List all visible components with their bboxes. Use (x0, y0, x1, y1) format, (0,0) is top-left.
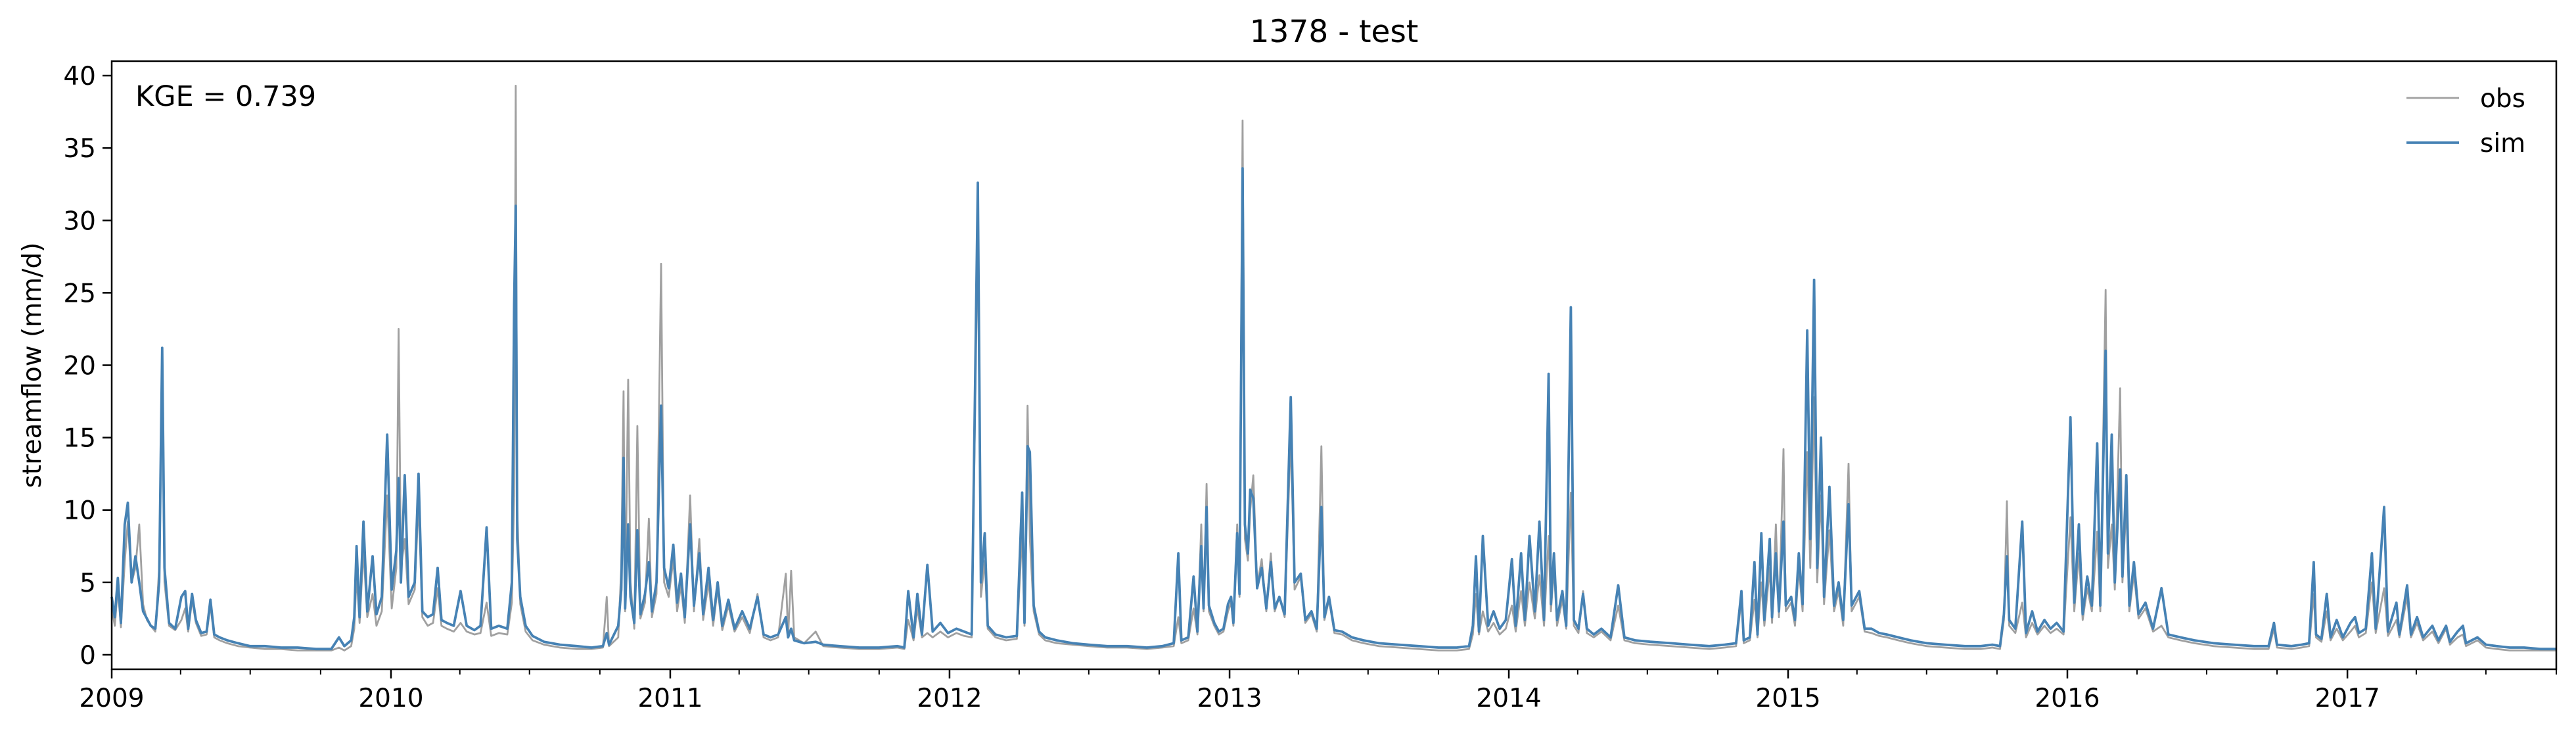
y-tick-label: 10 (63, 496, 96, 526)
x-tick-label: 2014 (1476, 684, 1541, 713)
y-tick-label: 20 (63, 352, 96, 381)
y-tick-label: 5 (80, 569, 96, 598)
y-tick-label: 35 (63, 134, 96, 164)
y-axis: 0 5 10 15 20 25 30 35 40 (63, 62, 112, 671)
x-tick-label: 2011 (637, 684, 702, 713)
x-tick-label: 2015 (1755, 684, 1820, 713)
x-tick-label: 2016 (2035, 684, 2100, 713)
y-tick-label: 40 (63, 62, 96, 91)
series-line-sim (110, 167, 2556, 651)
x-tick-label: 2017 (2315, 684, 2380, 713)
y-tick-label: 30 (63, 206, 96, 236)
y-axis-label: streamflow (mm/d) (18, 243, 47, 488)
legend-label-sim: sim (2480, 129, 2525, 158)
kge-annotation: KGE = 0.739 (135, 80, 316, 113)
y-tick-label: 15 (63, 424, 96, 454)
chart-title: 1378 - test (1250, 14, 1419, 50)
y-tick-label: 0 (80, 641, 96, 671)
x-tick-label: 2012 (917, 684, 982, 713)
x-tick-label: 2010 (358, 684, 423, 713)
axes-frame (110, 60, 2558, 671)
x-axis: 2009 2010 2011 2012 2013 2014 2015 2016 2017 (79, 669, 2557, 713)
legend-label-obs: obs (2480, 84, 2525, 114)
y-tick-label: 25 (63, 279, 96, 308)
x-tick-label: 2013 (1197, 684, 1262, 713)
x-tick-label: 2009 (79, 684, 144, 713)
plot-area (110, 84, 2556, 652)
legend: obs sim (2406, 84, 2525, 158)
